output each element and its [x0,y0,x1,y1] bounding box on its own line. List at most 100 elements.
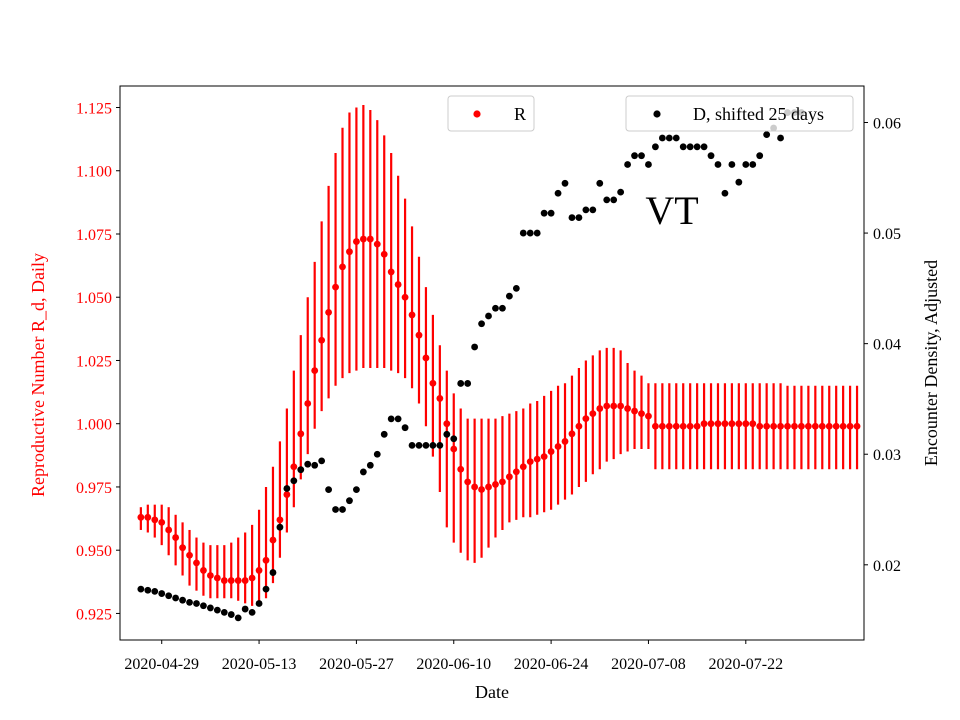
d-point [533,229,541,237]
legend-d-label: D, shifted 25 days [693,104,824,124]
r-point [206,572,214,579]
d-point [547,209,555,217]
r-point [193,559,200,567]
right-y-tick-label: 0.04 [873,337,901,354]
r-point [429,379,437,387]
d-point [318,457,326,465]
r-point [679,422,687,430]
r-point [658,422,666,430]
r-point [763,422,771,430]
d-point [777,134,784,142]
r-point [339,263,346,271]
legend-r-marker [473,110,481,118]
r-point [234,577,242,584]
r-point [165,526,173,534]
r-point [332,283,339,291]
d-point [756,152,764,160]
r-point [436,395,444,402]
d-point [283,485,291,492]
d-point [269,569,277,576]
r-point [624,405,631,412]
d-point [603,196,611,204]
r-point [721,420,729,428]
r-point [610,402,618,410]
r-point [359,235,367,243]
r-point [262,556,270,564]
legend-r-frame [447,95,535,132]
r-point [568,430,576,438]
d-point [700,143,708,151]
d-point [478,320,485,328]
d-point [645,161,652,168]
right-y-axis-label: Encounter Density, Adjusted [921,260,941,466]
d-point [457,380,465,387]
d-point [624,161,631,168]
d-point [631,152,638,160]
d-point [589,206,597,214]
d-point [359,468,367,476]
r-point [471,483,479,491]
legend-r: R [447,95,535,132]
d-point [248,608,256,616]
d-point [200,602,207,610]
left-y-tick-label: 1.000 [76,417,112,434]
d-point [380,430,388,438]
x-tick-label: 2020-05-13 [222,656,297,673]
r-point [373,240,381,248]
d-point [429,441,437,449]
r-point [450,445,458,453]
d-point [144,586,152,594]
d-point [179,596,186,604]
r-point [728,420,736,428]
left-y-axis-label: Reproductive Number R_d, Daily [28,253,48,497]
r-point [791,422,798,430]
d-point [575,214,583,221]
d-point [290,477,298,485]
right-y-tick-label: 0.05 [873,226,901,243]
d-point [686,143,694,151]
r-point [638,410,645,417]
d-point [735,178,743,186]
r-point [408,311,416,319]
r-point [485,483,492,491]
d-point [443,430,451,438]
d-point [366,461,374,469]
r-point [603,402,611,410]
x-tick-label: 2020-07-08 [611,656,686,673]
d-point [596,179,604,187]
d-point [693,143,701,151]
r-point [248,574,256,582]
d-point [617,188,625,196]
r-point [387,268,395,276]
d-point [304,460,312,468]
r-point [645,412,652,420]
d-point [227,611,235,618]
r-point [526,458,534,466]
r-point [179,544,186,552]
plot-frame [119,85,865,641]
left-y-tick-label: 1.025 [76,353,112,370]
x-tick-label: 2020-06-10 [416,656,491,673]
r-point [839,422,847,430]
r-point [380,250,388,258]
r-point [276,516,284,524]
x-tick-label: 2020-04-29 [124,656,199,673]
r-point [227,577,235,584]
d-point [505,292,513,300]
d-point [540,209,548,217]
r-point [742,420,750,428]
d-point [721,189,729,197]
d-point [394,415,402,423]
r-point [366,235,374,243]
d-point [638,152,645,160]
x-tick-label: 2020-06-24 [514,656,589,673]
r-point [158,518,166,526]
d-point [255,600,263,607]
r-point [617,402,625,410]
d-point [658,134,666,142]
r-point [200,567,207,574]
r-point [318,336,326,344]
r-point [401,293,409,301]
x-tick-label: 2020-07-22 [708,656,783,673]
